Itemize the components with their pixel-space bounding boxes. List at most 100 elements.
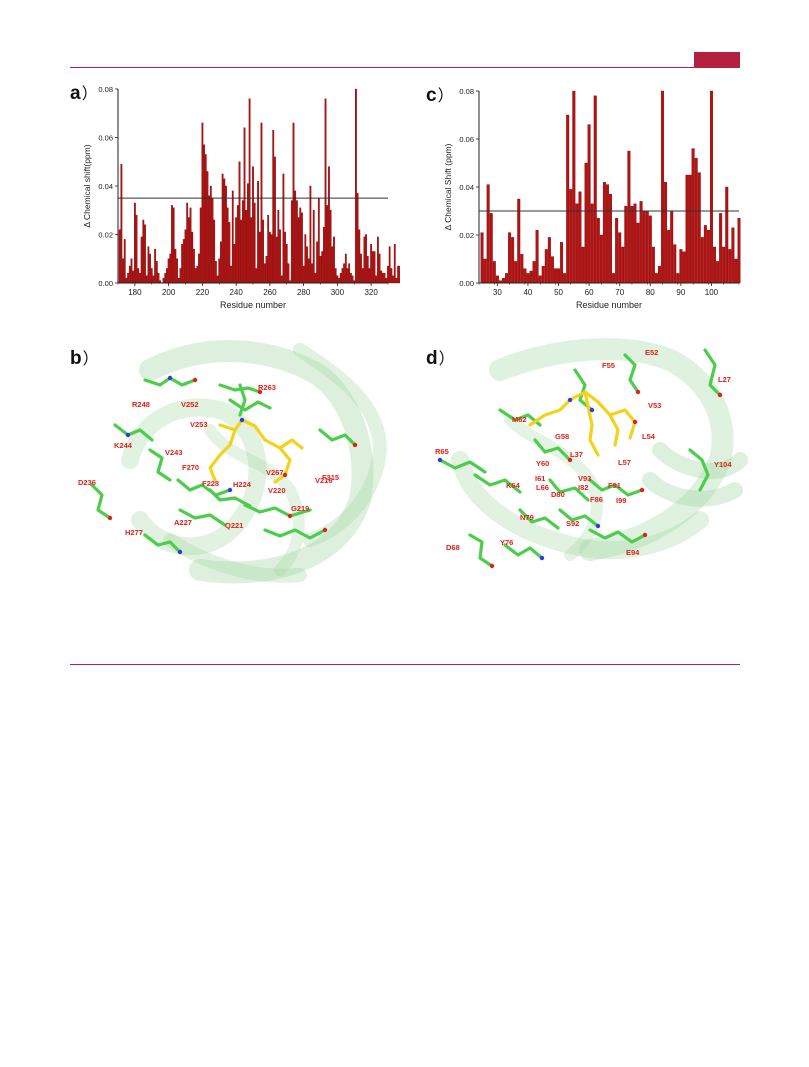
bar-a-243 bbox=[240, 219, 243, 284]
residue-stick bbox=[178, 508, 227, 527]
bar-a-222 bbox=[204, 154, 207, 284]
y-tick-label-a: 0.06 bbox=[98, 134, 113, 143]
atom bbox=[227, 487, 233, 493]
atom bbox=[282, 472, 288, 478]
bar-c-35 bbox=[511, 237, 515, 284]
bar-a-311 bbox=[355, 88, 357, 284]
bar-a-261 bbox=[270, 234, 273, 284]
bar-c-57 bbox=[578, 191, 582, 284]
bar-c-28 bbox=[489, 213, 493, 284]
y-tick-label-a: 0.02 bbox=[98, 231, 113, 240]
residue-stick bbox=[588, 478, 644, 497]
residue-label-a227: A227 bbox=[174, 518, 192, 527]
residue-label-g219: G219 bbox=[291, 504, 309, 513]
bar-a-291 bbox=[321, 251, 324, 284]
bar-a-174 bbox=[123, 239, 126, 284]
bar-a-238 bbox=[231, 190, 234, 284]
bar-a-287 bbox=[314, 273, 317, 284]
y-axis-label-a: Δ Chemical shift(ppm) bbox=[82, 144, 92, 227]
residue-stick bbox=[438, 458, 487, 474]
x-tick-label-c: 80 bbox=[646, 288, 655, 297]
helix-ribbon bbox=[204, 424, 305, 576]
bar-a-257 bbox=[263, 263, 266, 284]
atom bbox=[489, 563, 495, 569]
bar-a-182 bbox=[137, 268, 140, 284]
residue-label-k244: K244 bbox=[114, 441, 133, 450]
bar-a-208 bbox=[181, 244, 184, 284]
bar-a-333 bbox=[392, 275, 394, 284]
bar-c-46 bbox=[544, 249, 548, 284]
bar-c-27 bbox=[486, 184, 490, 284]
bar-c-25 bbox=[480, 232, 484, 284]
bar-a-237 bbox=[230, 265, 232, 284]
bar-c-37 bbox=[517, 198, 521, 284]
bar-a-232 bbox=[221, 173, 224, 284]
residue-label-n79: N79 bbox=[520, 513, 534, 522]
residue-label-h277: H277 bbox=[125, 528, 143, 537]
residue-stick bbox=[473, 473, 522, 494]
atom bbox=[352, 442, 358, 448]
bar-a-191 bbox=[152, 275, 155, 284]
residue-stick bbox=[238, 383, 247, 417]
bar-a-202 bbox=[171, 205, 173, 284]
ligand-stick bbox=[218, 418, 292, 484]
residue-stick bbox=[208, 488, 252, 508]
bar-c-58 bbox=[581, 246, 585, 284]
atom bbox=[177, 549, 183, 555]
panel-label-a: a） bbox=[70, 83, 98, 104]
helix-ribbon bbox=[489, 338, 734, 561]
residue-label-i61: I61 bbox=[535, 474, 545, 483]
bar-a-219 bbox=[199, 207, 202, 284]
atom bbox=[437, 457, 443, 463]
bar-a-204 bbox=[174, 248, 177, 284]
bar-a-256 bbox=[262, 219, 265, 284]
bar-c-45 bbox=[541, 266, 545, 284]
atom bbox=[635, 389, 641, 395]
bar-a-285 bbox=[311, 263, 313, 284]
bar-c-99 bbox=[706, 230, 710, 284]
bar-a-190 bbox=[150, 268, 153, 284]
y-tick-label-c: 0.08 bbox=[459, 87, 474, 96]
bar-a-192 bbox=[154, 248, 157, 284]
bar-a-173 bbox=[122, 258, 124, 284]
bar-a-235 bbox=[226, 207, 229, 284]
bar-a-260 bbox=[268, 231, 271, 284]
residue-label-f55: F55 bbox=[602, 361, 615, 370]
x-tick-label-a: 300 bbox=[331, 288, 345, 297]
bar-a-199 bbox=[166, 268, 168, 284]
chart-a: 0.00 0.02 0.04 0.06 0.08 180 200 220 240 260 280 30… bbox=[82, 85, 400, 310]
atom bbox=[107, 515, 113, 521]
x-tick-label-c: 70 bbox=[615, 288, 624, 297]
bar-a-295 bbox=[328, 166, 330, 284]
bar-a-302 bbox=[339, 273, 342, 284]
bar-a-228 bbox=[214, 261, 217, 284]
residue-label-q221: Q221 bbox=[225, 521, 243, 530]
bar-c-29 bbox=[492, 261, 496, 284]
panel-label-b: b） bbox=[70, 348, 99, 369]
bar-a-175 bbox=[125, 277, 128, 284]
bar-c-26 bbox=[483, 258, 487, 284]
chart-c: 0.00 0.02 0.04 0.06 0.08 30 40 50 60 70 80 90 100 Res… bbox=[443, 87, 741, 310]
bar-c-55 bbox=[572, 90, 576, 284]
bar-c-64 bbox=[599, 234, 603, 284]
bar-a-283 bbox=[307, 258, 310, 284]
bar-a-270 bbox=[285, 244, 288, 284]
ligand-stick bbox=[583, 390, 600, 457]
bar-a-250 bbox=[252, 166, 254, 284]
residue-label-k64: K64 bbox=[506, 481, 521, 490]
bar-c-109 bbox=[737, 218, 741, 284]
bar-c-32 bbox=[501, 278, 505, 284]
residue-stick bbox=[548, 478, 590, 502]
x-tick-label-a: 280 bbox=[297, 288, 311, 297]
bar-a-286 bbox=[312, 210, 315, 284]
bar-c-33 bbox=[505, 273, 509, 284]
bar-c-30 bbox=[495, 275, 499, 284]
bar-a-304 bbox=[343, 263, 346, 284]
atom bbox=[539, 555, 545, 561]
residue-stick bbox=[558, 508, 600, 528]
bar-a-276 bbox=[295, 200, 298, 284]
residue-stick bbox=[90, 483, 112, 520]
bar-a-289 bbox=[317, 197, 320, 284]
bar-c-53 bbox=[566, 114, 570, 284]
bar-c-63 bbox=[596, 218, 600, 284]
